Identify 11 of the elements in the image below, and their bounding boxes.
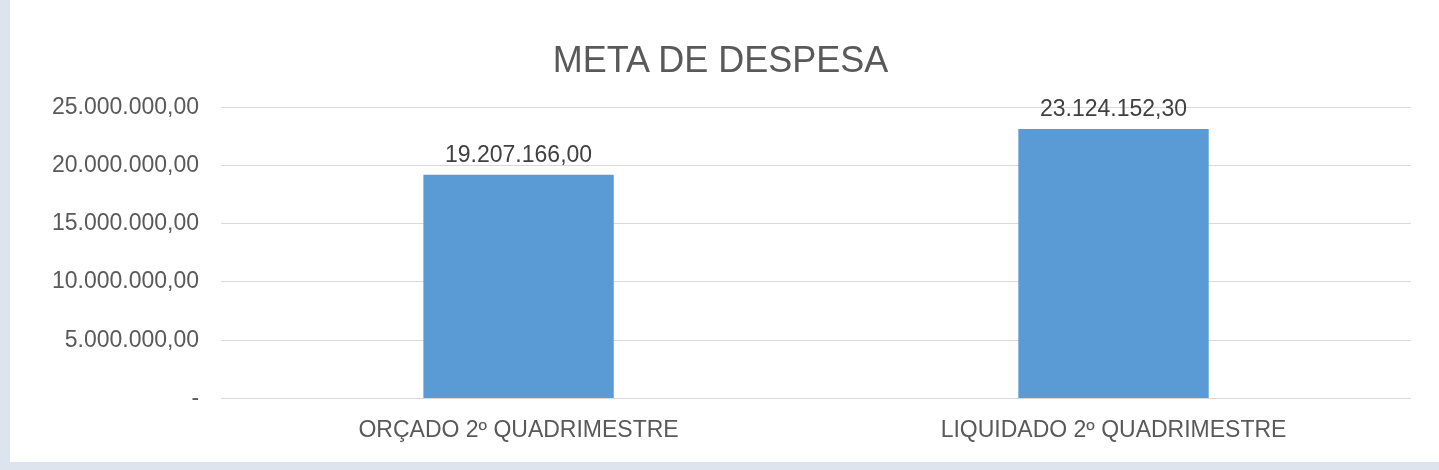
x-tick-label: ORÇADO 2º QUADRIMESTRE: [358, 415, 679, 442]
y-tick-label: 10.000.000,00: [51, 267, 200, 294]
y-tick-label: 15.000.000,00: [51, 209, 200, 236]
y-tick-label: 5.000.000,00: [64, 325, 200, 352]
y-tick-label: 25.000.000,00: [51, 92, 200, 119]
x-tick-label: LIQUIDADO 2º QUADRIMESTRE: [940, 415, 1287, 442]
data-label: 19.207.166,00: [445, 140, 593, 167]
y-tick-label: -: [191, 383, 200, 410]
data-label: 23.124.152,30: [1039, 94, 1188, 121]
y-tick-label: 20.000.000,00: [51, 150, 200, 177]
chart-title: META DE DESPESA: [552, 38, 889, 80]
